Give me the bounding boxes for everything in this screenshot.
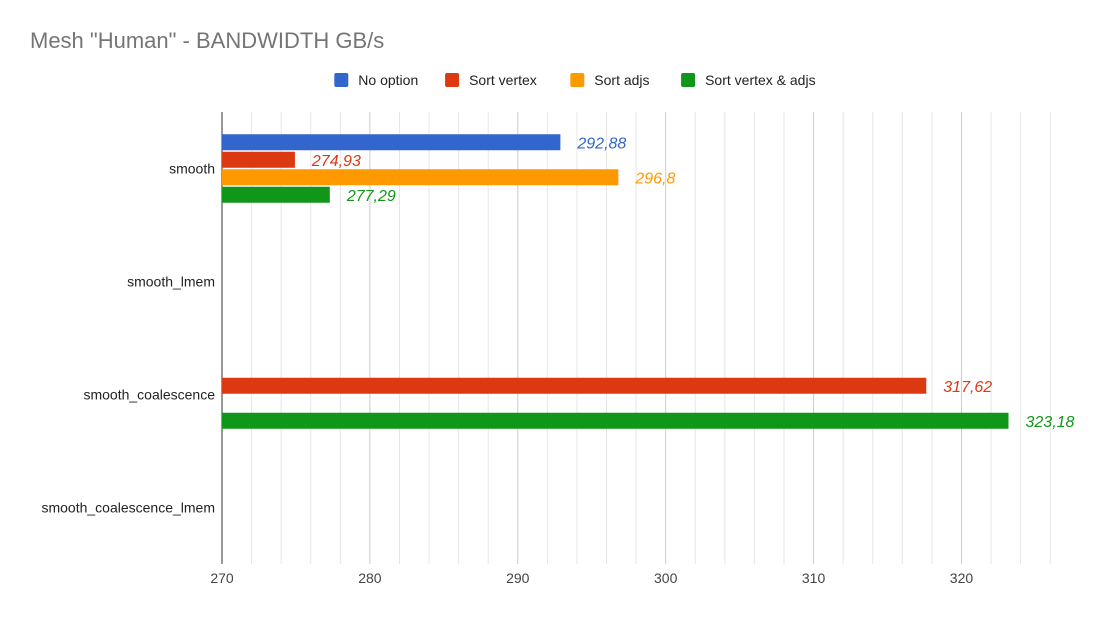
x-tick-label: 290 — [506, 570, 530, 586]
category-label-smooth-lmem: smooth_lmem — [127, 274, 215, 290]
x-tick-label: 320 — [950, 570, 974, 586]
legend-swatch-sort-vertex-adjs — [681, 73, 696, 87]
legend-label-no-option: No option — [358, 72, 418, 88]
category-labels: smooth smooth_lmem smooth_coalescencesmoot… — [41, 161, 215, 516]
bar-sort-vertex-adjs-smooth — [222, 186, 330, 203]
bar-sort-vertex-smooth — [222, 151, 295, 168]
x-tick-label: 300 — [654, 570, 678, 586]
bar-sort-vertex-smooth-coalescence — [222, 377, 927, 394]
value-label-no-option-smooth: 292,88 — [576, 135, 626, 152]
grid — [221, 112, 1051, 564]
value-label-sort-vertex-adjs-smooth: 277,29 — [346, 188, 396, 205]
value-label-sort-vertex-smooth-coalescence: 317,62 — [943, 379, 992, 396]
bar-sort-adjs-smooth — [222, 169, 619, 186]
legend-swatch-sort-vertex — [445, 73, 460, 87]
legend-label-sort-vertex-adjs: Sort vertex & adjs — [705, 72, 816, 88]
bars — [222, 134, 1009, 429]
value-label-sort-vertex-adjs-smooth-coalescence: 323,18 — [1026, 414, 1075, 431]
legend-label-sort-adjs: Sort adjs — [594, 72, 649, 88]
value-label-sort-adjs-smooth: 296,8 — [634, 170, 675, 187]
x-tick-label: 310 — [802, 570, 826, 586]
x-axis-tick-labels: 270 280 290 300 310 320 — [210, 570, 973, 586]
x-tick-label: 280 — [358, 570, 382, 586]
legend-swatch-no-option — [334, 73, 349, 87]
bar-sort-vertex-adjs-smooth-coalescence — [222, 412, 1009, 429]
x-tick-label: 270 — [210, 570, 234, 586]
bar-no-option-smooth — [222, 134, 561, 151]
chart-title: Mesh "Human" - BANDWIDTH GB/s — [30, 28, 384, 53]
value-label-sort-vertex-smooth: 274,93 — [311, 153, 361, 170]
category-label-smooth-coalescence: smooth_coalescence — [83, 387, 215, 403]
category-label-smooth: smooth — [169, 161, 215, 177]
legend-swatch-sort-adjs — [570, 73, 585, 87]
legend-label-sort-vertex: Sort vertex — [469, 72, 537, 88]
value-labels: 292,88 274,93 296,8 277,29 317,62 323,18 — [311, 135, 1075, 431]
category-label-smooth-coalescence-lmem: smooth_coalescence_lmem — [41, 500, 215, 516]
legend: No option Sort vertex Sort adjs Sort vertex… — [334, 72, 816, 88]
